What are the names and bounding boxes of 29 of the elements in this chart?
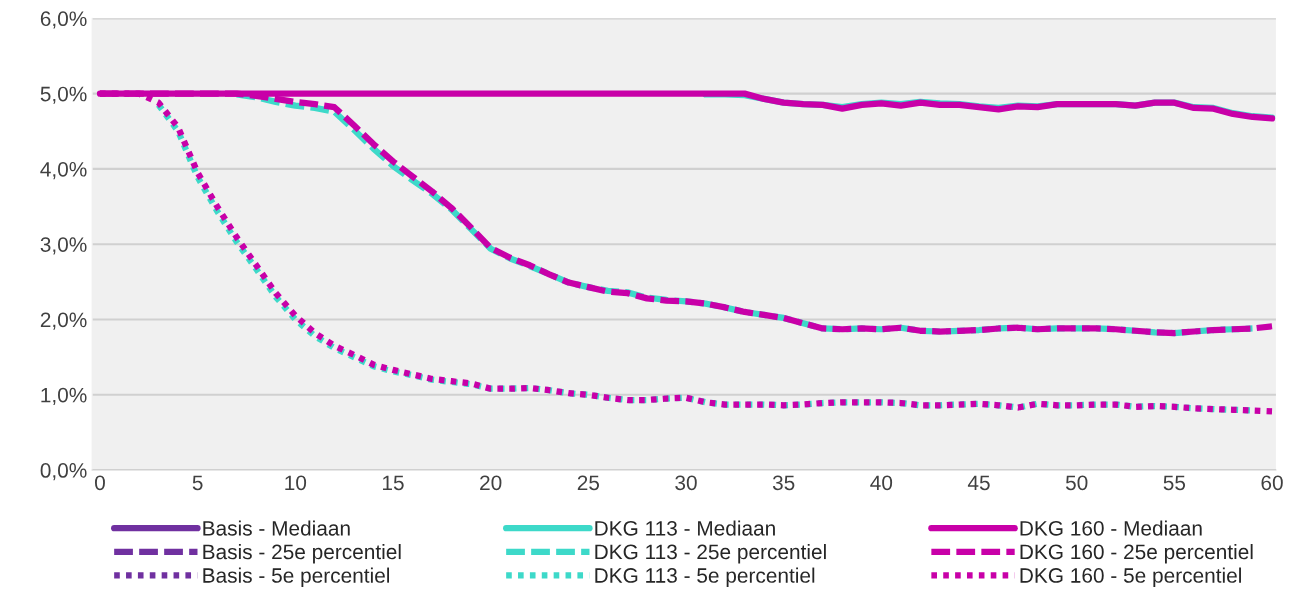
legend-label: Basis - Mediaan	[203, 520, 350, 536]
x-tick-label: 35	[772, 475, 795, 491]
legend-label: DKG 113 - Mediaan	[595, 520, 775, 536]
x-tick-label: 10	[285, 475, 307, 491]
x-tick-label: 25	[577, 475, 600, 491]
legend-label: DKG 113 - 5e percentiel	[595, 567, 815, 587]
x-tick-label: 20	[480, 475, 502, 491]
y-tick-label: 0,0%	[40, 463, 87, 481]
x-tick-label: 0	[94, 475, 105, 491]
y-tick-label: 5,0%	[40, 86, 87, 104]
x-tick-label: 40	[870, 475, 893, 491]
legend-label: DKG 113 - 25e percentiel	[595, 543, 826, 564]
x-tick-label: 55	[1163, 475, 1186, 491]
y-tick-label: 6,0%	[40, 11, 87, 29]
x-tick-label: 30	[675, 475, 697, 491]
x-tick-label: 15	[382, 475, 404, 491]
legend-label: Basis - 5e percentiel	[203, 567, 390, 587]
legend-label: DKG 160 - 25e percentiel	[1020, 543, 1253, 564]
y-tick-label: 1,0%	[41, 387, 87, 405]
legend-label: DKG 160 - Mediaan	[1020, 520, 1202, 536]
y-tick-label: 4,0%	[40, 161, 87, 180]
x-tick-label: 45	[967, 475, 990, 491]
x-tick-label: 5	[192, 475, 203, 491]
y-tick-label: 3,0%	[40, 237, 87, 255]
y-tick-label: 2,0%	[40, 312, 87, 330]
x-tick-label: 60	[1261, 475, 1283, 491]
legend-label: DKG 160 - 5e percentiel	[1020, 567, 1241, 587]
legend-label: Basis - 25e percentiel	[203, 543, 401, 564]
x-tick-label: 50	[1065, 475, 1088, 491]
